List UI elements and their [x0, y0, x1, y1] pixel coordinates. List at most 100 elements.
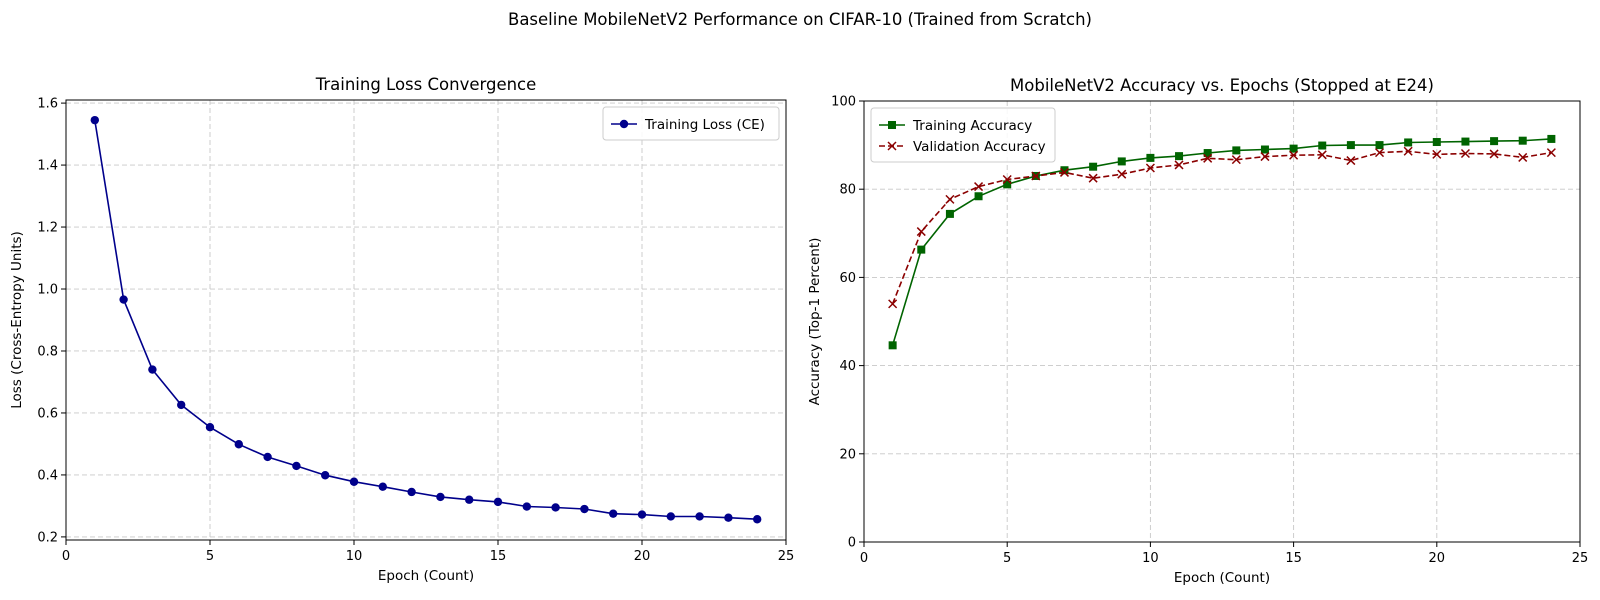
legend-box — [602, 106, 780, 141]
loss-x-axis-label: Epoch (Count) — [378, 568, 474, 584]
legend-label: Training Loss (CE) — [644, 117, 765, 133]
y-tick-label: 20 — [839, 447, 856, 462]
x-tick-label: 5 — [1003, 551, 1011, 566]
data-point — [1203, 149, 1212, 158]
data-point — [945, 194, 955, 204]
y-tick-label: 1.6 — [37, 97, 58, 112]
data-point — [974, 192, 983, 201]
x-tick-label: 15 — [1285, 551, 1302, 566]
data-point — [1346, 141, 1355, 150]
series-validation-accuracy — [888, 146, 1556, 309]
data-point — [1317, 150, 1327, 160]
x-tick-label: 0 — [62, 549, 70, 564]
data-point — [888, 299, 898, 309]
loss-y-axis-label: Loss (Cross-Entropy Units) — [9, 231, 25, 409]
loss-legend: Training Loss (CE) — [602, 106, 780, 141]
data-point — [637, 510, 647, 519]
data-point — [349, 477, 359, 486]
data-point — [1060, 166, 1069, 175]
data-point — [1203, 153, 1213, 163]
legend-label: Training Accuracy — [912, 118, 1032, 134]
y-tick-label: 60 — [839, 271, 856, 286]
data-point — [1146, 153, 1155, 162]
data-point — [666, 512, 675, 521]
data-point — [724, 513, 733, 522]
data-point — [1232, 146, 1241, 155]
data-point — [1117, 157, 1126, 166]
accuracy-x-axis-label: Epoch (Count) — [1174, 570, 1270, 586]
accuracy-grid — [863, 100, 1581, 543]
data-point — [522, 502, 531, 511]
x-tick-label: 25 — [1572, 551, 1589, 566]
data-point — [1489, 149, 1499, 159]
data-point — [1490, 137, 1499, 146]
x-tick-label: 15 — [490, 549, 507, 564]
data-point — [1404, 138, 1413, 147]
data-point — [292, 461, 301, 471]
y-tick-label: 0.4 — [37, 468, 58, 483]
y-tick-label: 0.2 — [37, 530, 58, 545]
data-point — [436, 492, 445, 502]
data-point — [1174, 160, 1184, 170]
legend-box — [870, 107, 1056, 163]
series-training-loss-ce — [90, 115, 762, 524]
legend-marker — [887, 141, 897, 151]
data-point — [1175, 152, 1184, 161]
accuracy-chart-panel: 0 5 10 15 20 25 0 20 40 60 80 100 MobileNetV2 Accura… — [807, 76, 1588, 586]
data-point — [1375, 141, 1384, 150]
data-point — [1231, 155, 1241, 165]
loss-axes-frame — [65, 99, 787, 541]
data-point — [205, 423, 215, 432]
data-point — [753, 515, 762, 524]
loss-grid — [65, 100, 787, 540]
data-point — [1318, 141, 1327, 150]
y-tick-label: 80 — [839, 183, 856, 198]
data-point — [1518, 152, 1528, 162]
data-point — [1432, 149, 1442, 159]
series-line-validation-accuracy — [891, 150, 1552, 305]
data-point — [551, 503, 560, 512]
accuracy-y-axis-label: Accuracy (Top-1 Percent) — [807, 238, 823, 406]
x-tick-label: 10 — [346, 549, 363, 564]
data-point — [1289, 150, 1299, 160]
legend-label: Validation Accuracy — [913, 139, 1046, 155]
data-point — [407, 487, 416, 497]
data-point — [1117, 169, 1127, 179]
x-tick-label: 20 — [1429, 551, 1446, 566]
data-point — [580, 504, 589, 514]
data-point — [321, 471, 330, 480]
data-point — [1289, 144, 1298, 153]
data-point — [1088, 173, 1098, 183]
loss-chart-panel: 0 5 10 15 20 25 0.2 0.4 0.6 0.8 1.0 1.2 1.4 1.6 Traini… — [9, 75, 794, 584]
data-point — [1260, 152, 1270, 162]
loss-chart-title: Training Loss Convergence — [315, 75, 537, 94]
series-line-training-accuracy — [891, 138, 1552, 346]
y-tick-label: 1.4 — [37, 159, 58, 174]
data-point — [263, 452, 272, 462]
data-point — [1089, 162, 1098, 171]
data-point — [1374, 148, 1385, 158]
y-tick-label: 40 — [839, 359, 856, 374]
data-point — [1461, 137, 1470, 146]
accuracy-axes-frame — [863, 100, 1581, 543]
data-point — [148, 365, 157, 374]
data-point — [234, 440, 243, 449]
data-point — [974, 182, 984, 192]
data-point — [493, 497, 503, 507]
data-point — [1002, 174, 1012, 185]
series-line-training-loss-ce — [94, 119, 758, 520]
series-training-accuracy — [888, 134, 1556, 350]
y-tick-label: 0.6 — [37, 406, 58, 421]
data-point — [1059, 167, 1070, 177]
data-point — [888, 341, 897, 350]
data-point — [1460, 148, 1470, 159]
x-tick-label: 25 — [778, 549, 795, 564]
x-tick-label: 0 — [860, 551, 868, 566]
data-point — [90, 115, 100, 125]
data-point — [1145, 163, 1155, 173]
data-point — [916, 227, 926, 237]
data-point — [1346, 156, 1356, 166]
data-point — [177, 400, 186, 410]
data-point — [1031, 171, 1041, 181]
